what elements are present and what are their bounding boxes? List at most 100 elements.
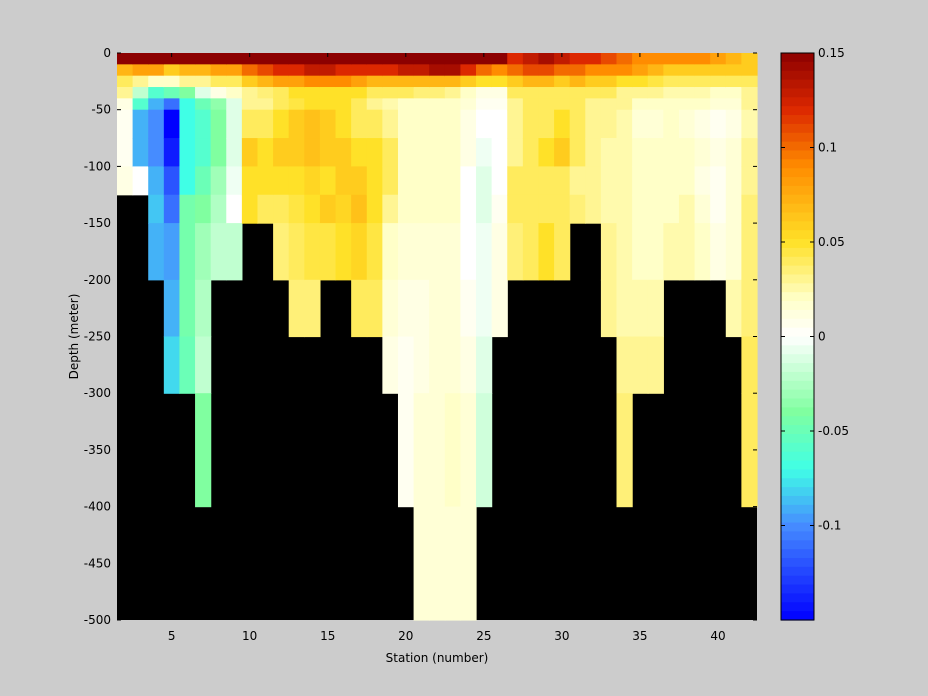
heatmap-cell: [600, 109, 618, 139]
heatmap-cell: [600, 279, 618, 338]
colorbar-tick-label: -0.05: [818, 424, 849, 438]
colorbar-band: [781, 557, 814, 568]
heatmap-cell: [522, 53, 540, 65]
heatmap-cell: [616, 75, 633, 88]
heatmap-cell: [710, 64, 727, 77]
heatmap-cell: [507, 166, 524, 196]
heatmap-cell: [491, 75, 508, 88]
colorbar-band: [781, 531, 814, 541]
heatmap-cell: [382, 166, 399, 196]
heatmap-cell: [491, 109, 508, 139]
heatmap-cell: [397, 64, 415, 77]
colorbar-band: [781, 566, 814, 577]
heatmap-cell: [163, 53, 181, 65]
heatmap-cell: [382, 98, 399, 111]
heatmap-cell: [163, 75, 181, 88]
heatmap-cell: [710, 223, 727, 281]
x-tick-label: 40: [710, 629, 725, 643]
y-tick-label: -350: [84, 443, 111, 457]
colorbar-band: [781, 301, 814, 311]
heatmap-cell: [678, 138, 696, 167]
heatmap-cell: [226, 166, 243, 196]
heatmap-cell: [179, 75, 196, 88]
heatmap-cell: [476, 336, 493, 394]
heatmap-cell: [413, 393, 430, 508]
heatmap-cell: [741, 166, 758, 196]
x-tick-label: 30: [554, 629, 569, 643]
heatmap-cell: [460, 64, 477, 77]
colorbar-band: [781, 611, 814, 621]
heatmap-cell: [288, 138, 305, 167]
heatmap-cell: [397, 223, 415, 281]
colorbar-band: [781, 150, 814, 160]
heatmap-cell: [148, 75, 165, 88]
heatmap-cell: [647, 138, 664, 167]
heatmap-cell: [663, 98, 680, 111]
heatmap-cell: [429, 87, 446, 99]
colorbar-band: [781, 540, 814, 550]
heatmap-cell: [554, 166, 571, 196]
heatmap-cell: [429, 64, 446, 77]
heatmap-cell: [476, 166, 493, 196]
heatmap-cell: [351, 64, 368, 77]
heatmap-cell: [710, 53, 727, 65]
x-tick-label: 20: [398, 629, 413, 643]
heatmap-cell: [741, 336, 758, 394]
heatmap-cell: [179, 336, 196, 394]
heatmap-cell: [382, 138, 399, 167]
heatmap-cell: [366, 64, 383, 77]
colorbar-bands: [781, 53, 814, 621]
heatmap-cell: [460, 87, 477, 99]
heatmap-cell: [663, 53, 680, 65]
heatmap-cell: [460, 194, 477, 224]
colorbar-band: [781, 88, 814, 98]
colorbar-band: [781, 513, 814, 524]
heatmap-cell: [429, 98, 446, 111]
heatmap-cell: [678, 194, 696, 224]
heatmap-cell: [132, 75, 149, 88]
colorbar-band: [781, 575, 814, 586]
heatmap-cell: [554, 98, 571, 111]
heatmap-cell: [647, 53, 664, 65]
heatmap-cell: [741, 223, 758, 281]
heatmap-cell: [210, 64, 227, 77]
heatmap-cell: [382, 75, 399, 88]
heatmap-cell: [397, 166, 415, 196]
heatmap-cell: [616, 166, 633, 196]
heatmap-cell: [257, 138, 274, 167]
heatmap-cell: [132, 64, 149, 77]
heatmap-cell: [288, 98, 305, 111]
heatmap-cell: [491, 223, 508, 281]
heatmap-cell: [382, 87, 399, 99]
heatmap-cell: [366, 138, 383, 167]
heatmap-cell: [335, 75, 352, 88]
heatmap-cell: [600, 223, 618, 281]
heatmap-cell: [319, 75, 337, 88]
heatmap-cell: [710, 138, 727, 167]
colorbar-band: [781, 247, 814, 258]
heatmap-cell: [382, 223, 399, 281]
heatmap-cell: [195, 75, 212, 88]
heatmap-cell: [647, 194, 664, 224]
heatmap-cell: [522, 194, 540, 224]
heatmap-cell: [351, 53, 368, 65]
heatmap-cell: [273, 75, 290, 88]
heatmap-cell: [632, 194, 649, 224]
heatmap-cell: [335, 138, 352, 167]
heatmap-cell: [476, 223, 493, 281]
heatmap-cell: [273, 138, 290, 167]
heatmap-cell: [600, 75, 618, 88]
heatmap-cell: [741, 98, 758, 111]
heatmap-cell: [366, 166, 383, 196]
heatmap-cell: [163, 279, 181, 338]
colorbar-ticks: 0.15 0.1 0.05 0 -0.05 -0.1: [781, 46, 849, 533]
colorbar-band: [781, 221, 814, 231]
heatmap-cell: [226, 194, 243, 224]
heatmap-cell: [616, 336, 633, 394]
heatmap-cell: [647, 223, 664, 281]
colorbar-band: [781, 504, 814, 515]
heatmap-cell: [538, 138, 555, 167]
x-tick-label: 25: [476, 629, 491, 643]
heatmap-cell: [663, 64, 680, 77]
heatmap-cell: [304, 223, 321, 281]
